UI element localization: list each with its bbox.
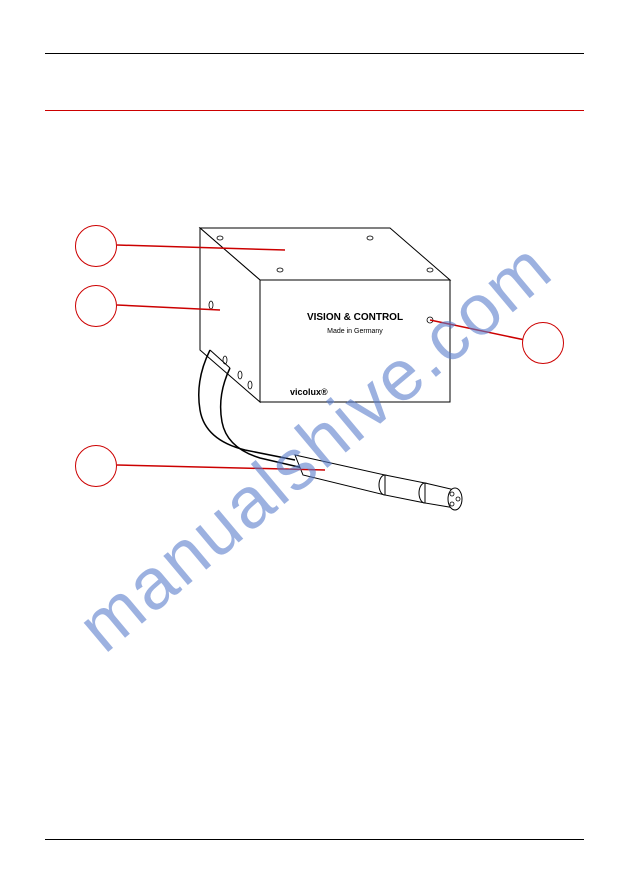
callout-circle-2 bbox=[75, 285, 117, 327]
callout-circle-4 bbox=[75, 445, 117, 487]
bottom-divider bbox=[45, 839, 584, 840]
red-divider bbox=[45, 110, 584, 111]
brand-label: VISION & CONTROL bbox=[307, 312, 403, 323]
device-diagram: VISION & CONTROL Made in Germany vicolux… bbox=[45, 150, 585, 650]
callout-circle-1 bbox=[75, 225, 117, 267]
callout-circle-3 bbox=[522, 322, 564, 364]
made-in-label: Made in Germany bbox=[327, 328, 383, 335]
logo-label: vicolux® bbox=[290, 387, 328, 397]
top-divider bbox=[45, 53, 584, 54]
device-svg: VISION & CONTROL Made in Germany vicolux… bbox=[45, 150, 585, 650]
